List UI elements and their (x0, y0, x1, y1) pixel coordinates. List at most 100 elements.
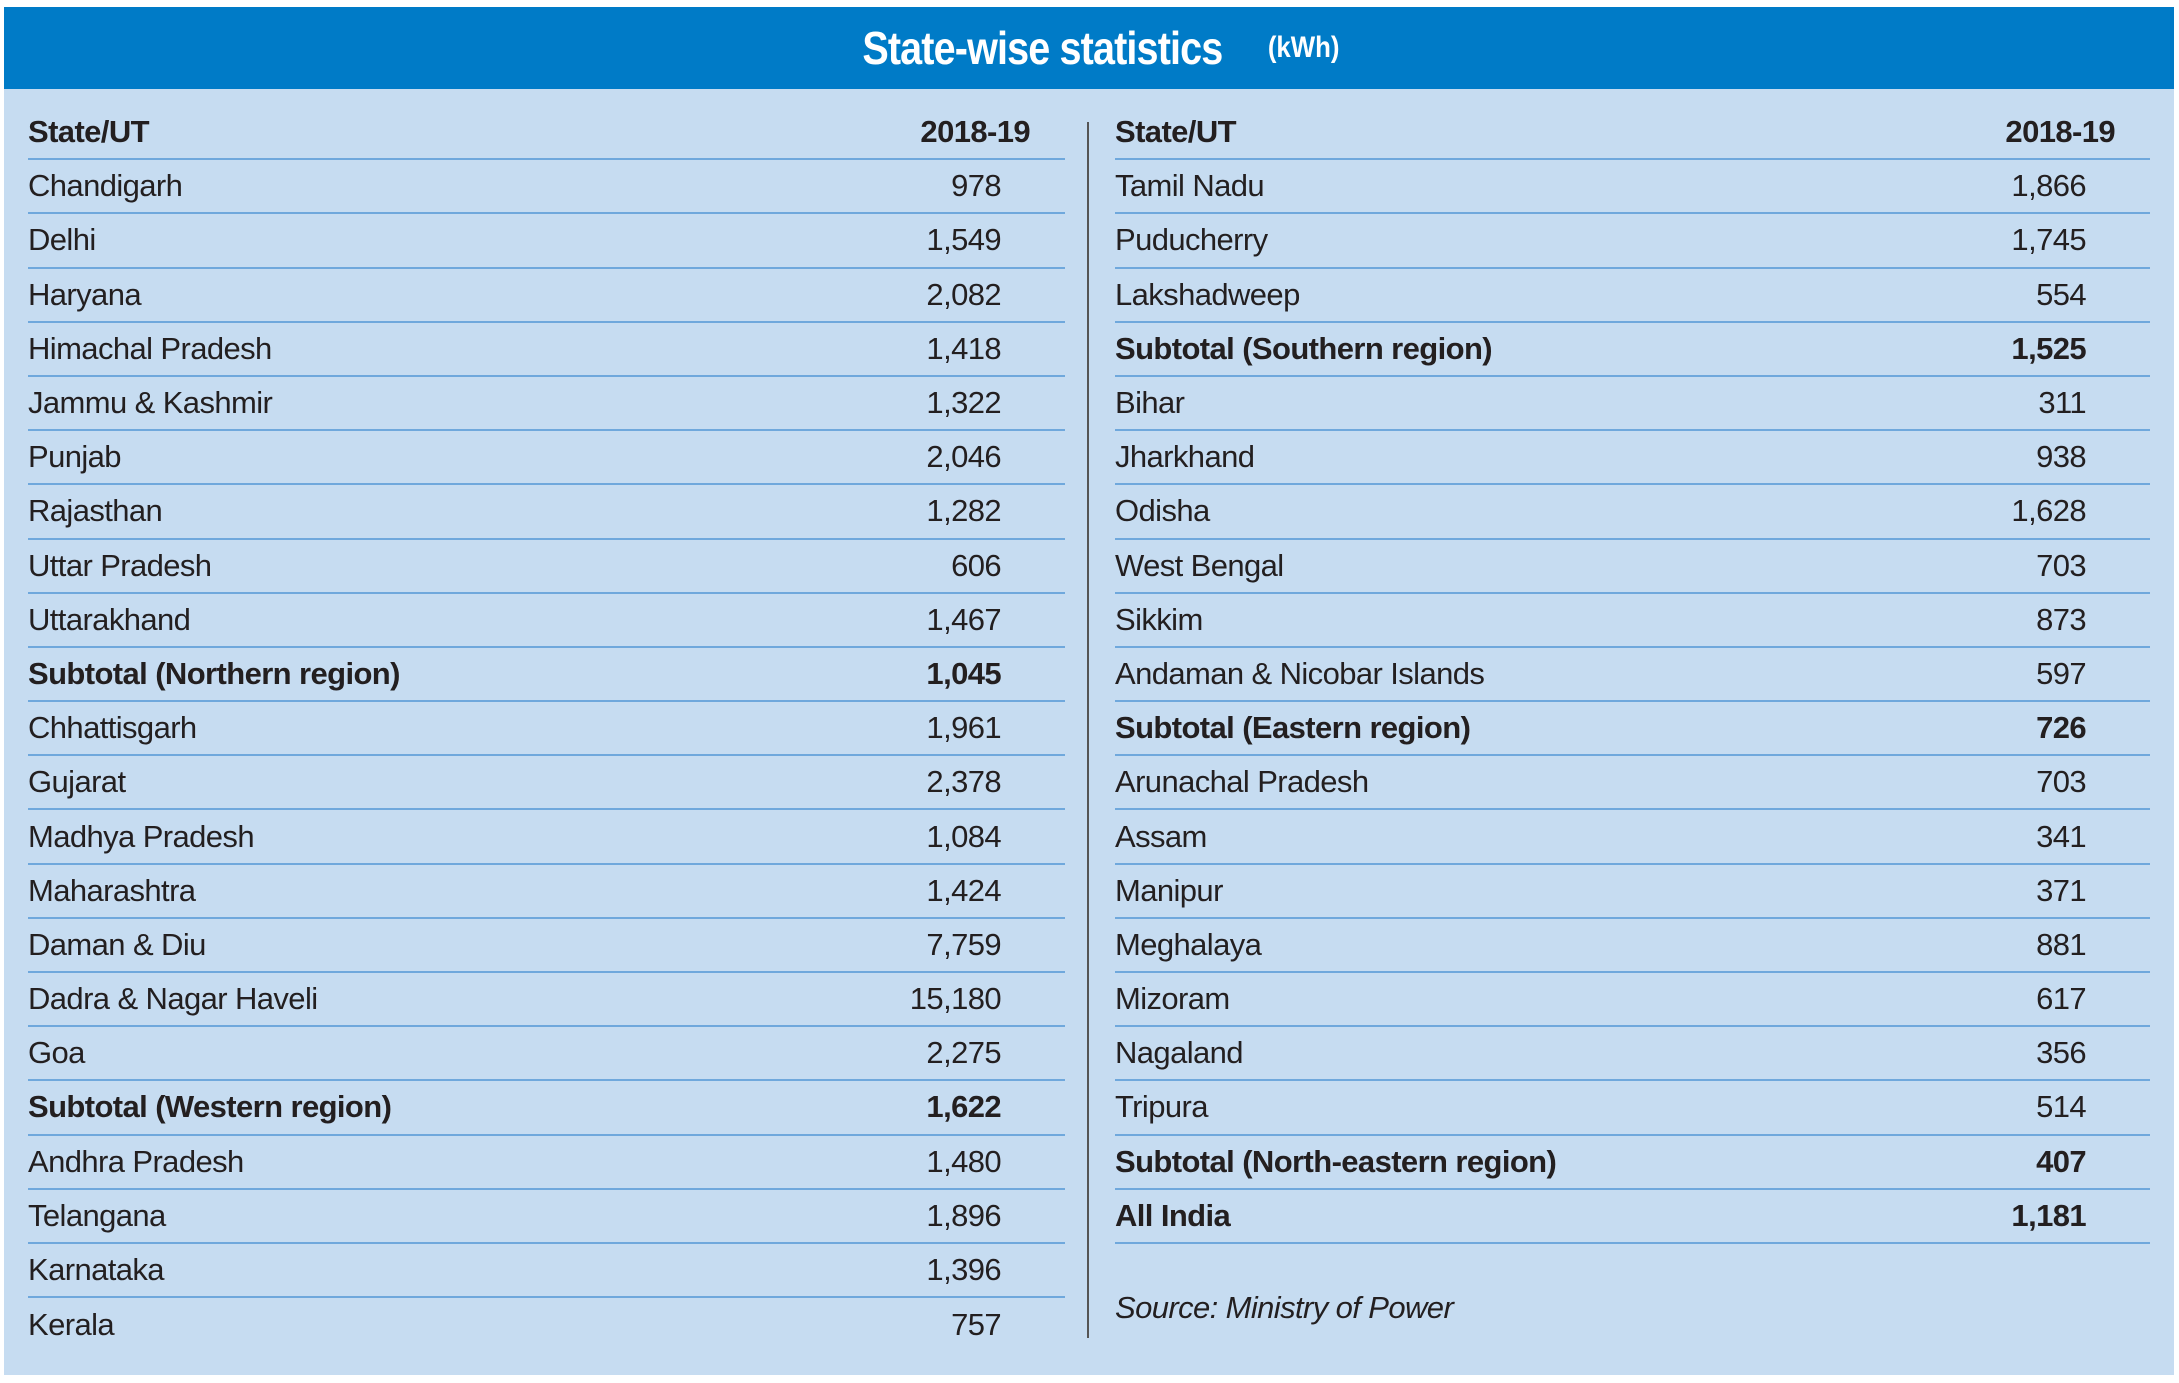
state-name: Uttar Pradesh (28, 547, 212, 583)
state-value: 757 (951, 1307, 1002, 1343)
state-name: Gujarat (28, 764, 126, 800)
state-name: Arunachal Pradesh (1115, 764, 1369, 800)
state-name: Jammu & Kashmir (28, 385, 273, 421)
state-name: Kerala (28, 1307, 115, 1343)
state-value: 938 (2036, 439, 2087, 475)
table-row: West Bengal 703 (1115, 540, 2150, 594)
table-header: State/UT 2018-19 (28, 106, 1065, 161)
table-row: Maharashtra 1,424 (28, 865, 1065, 919)
state-value: 341 (2036, 818, 2087, 854)
state-value: 1,745 (2011, 222, 2086, 258)
state-name: Delhi (28, 222, 96, 258)
state-value: 1,525 (2011, 330, 2086, 366)
table-row: Himachal Pradesh 1,418 (28, 323, 1065, 377)
table-row: Punjab 2,046 (28, 431, 1065, 486)
table-row: Karnataka 1,396 (28, 1244, 1065, 1299)
table-row: Daman & Diu 7,759 (28, 919, 1065, 973)
state-value: 1,396 (926, 1252, 1001, 1288)
state-value: 1,896 (926, 1197, 1001, 1233)
table-row: Tamil Nadu 1,866 (1115, 160, 2150, 215)
table-row: Haryana 2,082 (28, 269, 1065, 323)
subtotal-row: Subtotal (North-eastern region) 407 (1115, 1136, 2150, 1190)
state-value: 554 (2036, 276, 2087, 312)
state-name: Bihar (1115, 385, 1185, 421)
state-name: West Bengal (1115, 547, 1284, 583)
state-value: 1,084 (926, 818, 1001, 854)
column-header-state: State/UT (28, 114, 150, 150)
state-value: 606 (951, 547, 1002, 583)
state-name: Daman & Diu (28, 926, 206, 962)
table-panel (4, 7, 2174, 1375)
source-note: Source: Ministry of Power (1115, 1290, 1454, 1325)
table-row: Bihar 311 (1115, 377, 2150, 432)
column-header-year: 2018-19 (2005, 114, 2115, 150)
state-value: 617 (2036, 981, 2087, 1017)
title-banner: State-wise statistics (kWh) (4, 7, 2174, 89)
column-divider (1087, 122, 1089, 1338)
state-value: 2,046 (926, 439, 1001, 475)
state-value: 1,424 (926, 872, 1001, 908)
state-value: 1,282 (926, 493, 1001, 529)
state-name: Sikkim (1115, 601, 1203, 637)
state-value: 873 (2036, 601, 2087, 637)
state-name: Telangana (28, 1197, 166, 1233)
state-name: Chhattisgarh (28, 710, 197, 746)
table-row: Dadra & Nagar Haveli 15,180 (28, 973, 1065, 1028)
subtotal-row: Subtotal (Southern region) 1,525 (1115, 323, 2150, 377)
table-row: Jharkhand 938 (1115, 431, 2150, 486)
table-row: Rajasthan 1,282 (28, 485, 1065, 540)
state-name: Andaman & Nicobar Islands (1115, 655, 1485, 691)
state-value: 1,480 (926, 1143, 1001, 1179)
subtotal-row: Subtotal (Northern region) 1,045 (28, 648, 1065, 703)
state-name: Subtotal (Eastern region) (1115, 710, 1471, 746)
table-row: Kerala 757 (28, 1298, 1065, 1352)
state-name: Meghalaya (1115, 926, 1262, 962)
state-value: 2,082 (926, 276, 1001, 312)
table-row: Uttarakhand 1,467 (28, 594, 1065, 648)
table-row: Madhya Pradesh 1,084 (28, 810, 1065, 865)
state-name: Subtotal (Western region) (28, 1089, 392, 1125)
state-value: 1,628 (2011, 493, 2086, 529)
state-value: 978 (951, 168, 1002, 204)
state-value: 1,181 (2011, 1197, 2086, 1233)
state-name: Punjab (28, 439, 122, 475)
table-row: Chandigarh 978 (28, 160, 1065, 215)
state-name: Puducherry (1115, 222, 1268, 258)
state-value: 1,866 (2011, 168, 2086, 204)
state-name: Goa (28, 1035, 85, 1071)
state-name: Dadra & Nagar Haveli (28, 981, 318, 1017)
state-name: Uttarakhand (28, 601, 191, 637)
table-row: Uttar Pradesh 606 (28, 540, 1065, 594)
state-value: 703 (2036, 547, 2087, 583)
state-value: 1,418 (926, 330, 1001, 366)
state-name: Subtotal (Northern region) (28, 655, 400, 691)
table-row: Meghalaya 881 (1115, 919, 2150, 973)
table-row: Odisha 1,628 (1115, 485, 2150, 540)
subtotal-row: Subtotal (Eastern region) 726 (1115, 702, 2150, 757)
state-value: 407 (2036, 1143, 2087, 1179)
table-row: Arunachal Pradesh 703 (1115, 756, 2150, 811)
column-header-year: 2018-19 (920, 114, 1030, 150)
table-row: Gujarat 2,378 (28, 756, 1065, 811)
state-value: 2,378 (926, 764, 1001, 800)
state-value: 703 (2036, 764, 2087, 800)
table-row: Lakshadweep 554 (1115, 269, 2150, 323)
state-name: Assam (1115, 818, 1207, 854)
state-value: 356 (2036, 1035, 2087, 1071)
state-value: 1,622 (926, 1089, 1001, 1125)
table-row: Delhi 1,549 (28, 214, 1065, 269)
table-row: Sikkim 873 (1115, 594, 2150, 648)
state-value: 597 (2036, 655, 2087, 691)
state-name: Tripura (1115, 1089, 1208, 1125)
state-name: Lakshadweep (1115, 276, 1300, 312)
table-row: Mizoram 617 (1115, 973, 2150, 1028)
table-row: Nagaland 356 (1115, 1027, 2150, 1082)
state-value: 1,961 (926, 710, 1001, 746)
state-value: 1,549 (926, 222, 1001, 258)
state-name: Nagaland (1115, 1035, 1244, 1071)
table-row: Puducherry 1,745 (1115, 214, 2150, 269)
table-row: Jammu & Kashmir 1,322 (28, 377, 1065, 432)
state-name: All India (1115, 1197, 1231, 1233)
page-title: State-wise statistics (862, 22, 1223, 74)
state-name: Odisha (1115, 493, 1210, 529)
